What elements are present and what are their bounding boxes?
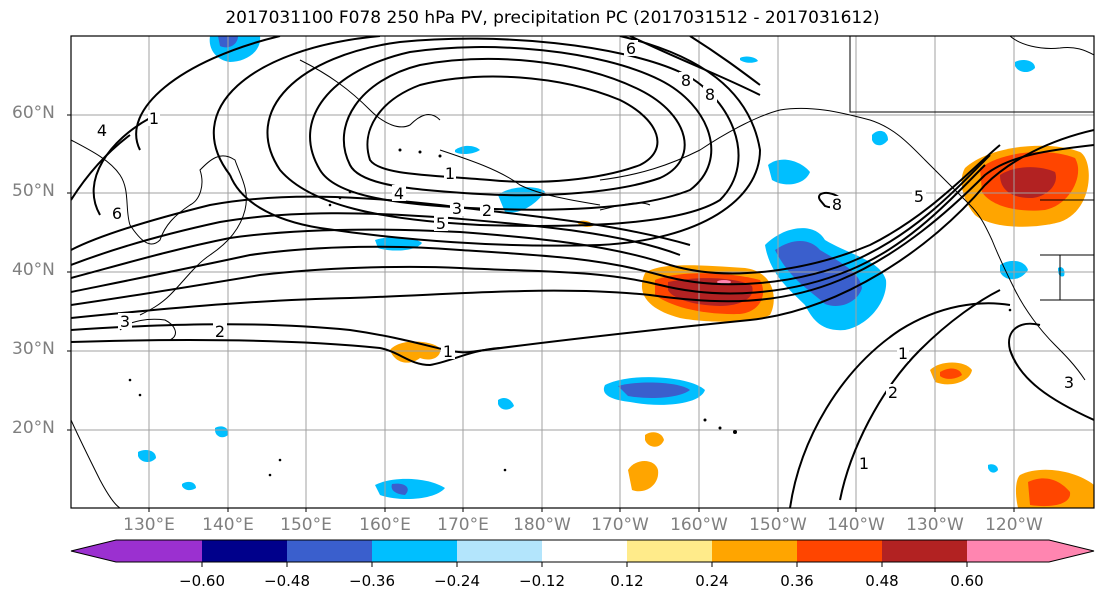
colorbar-seg-4	[457, 540, 542, 562]
lat-label-60n: 60°N	[12, 103, 55, 123]
lon-label-140e: 140°E	[202, 515, 254, 535]
contour-label: 6	[626, 39, 636, 58]
axis-ticks	[67, 114, 1015, 512]
lon-label-130w: 130°W	[906, 515, 964, 535]
lon-label-170w: 170°W	[591, 515, 649, 535]
contour-label: 5	[436, 214, 446, 233]
contour-label: 2	[888, 383, 898, 402]
contour-label: 4	[394, 184, 404, 203]
contour-label: 3	[1064, 373, 1074, 392]
colorbar-seg-8	[797, 540, 882, 562]
contour-label-group: 6 8 8 4 1 6 1 3 2 4 5 3 2 1	[95, 39, 1076, 473]
contour-label: 3	[452, 199, 462, 218]
lon-label-130e: 130°E	[123, 515, 175, 535]
lat-label-40n: 40°N	[12, 260, 55, 280]
colorbar-tick-label: −0.36	[349, 572, 395, 590]
lon-label-180w: 180°W	[513, 515, 571, 535]
contour-label: 1	[859, 454, 869, 473]
contour-label: 8	[681, 71, 691, 90]
contour-label: 6	[112, 204, 122, 223]
colorbar-tick-label: −0.24	[434, 572, 480, 590]
contour-label: 1	[149, 109, 159, 128]
lon-label-120w: 120°W	[985, 515, 1043, 535]
colorbar-seg-10	[967, 540, 1049, 562]
figure-title: 2017031100 F078 250 hPa PV, precipitatio…	[225, 8, 880, 28]
colorbar-tick-label: 0.12	[610, 572, 644, 590]
islands	[128, 148, 1012, 477]
colorbar-tick-label: 0.48	[865, 572, 899, 590]
colorbar-tick-label: 0.24	[695, 572, 729, 590]
colorbar-seg-7	[712, 540, 797, 562]
contour-label: 1	[445, 164, 455, 183]
contour-label: 2	[482, 201, 492, 220]
colorbar-seg-6	[627, 540, 712, 562]
coastlines	[71, 36, 1094, 508]
colorbar-tick-label: −0.60	[179, 572, 225, 590]
contour-label: 3	[120, 312, 130, 331]
colorbar-seg-2	[287, 540, 372, 562]
colorbar-seg-1	[202, 540, 287, 562]
contour-label: 2	[215, 322, 225, 341]
lon-label-160e: 160°E	[359, 515, 411, 535]
colorbar-tick-label: −0.48	[264, 572, 310, 590]
colorbar-tick-label: −0.12	[519, 572, 565, 590]
contour-label: 4	[97, 121, 107, 140]
colorbar-tick-label: 0.36	[780, 572, 814, 590]
lat-label-20n: 20°N	[12, 418, 55, 438]
colorbar-seg-5	[542, 540, 627, 562]
colorbar-seg-3	[372, 540, 457, 562]
colorbar	[70, 539, 1095, 567]
colorbar-seg-9	[882, 540, 967, 562]
colorbar-seg-0	[71, 540, 116, 562]
contour-label: 1	[443, 342, 453, 361]
contour-label: 8	[705, 85, 715, 104]
lon-label-150w: 150°W	[749, 515, 807, 535]
lon-label-170e: 170°E	[437, 515, 489, 535]
lat-label-30n: 30°N	[12, 339, 55, 359]
contour-label: 8	[832, 195, 842, 214]
lon-label-150e: 150°E	[280, 515, 332, 535]
contour-label: 1	[898, 344, 908, 363]
colorbar-seg-10	[1049, 540, 1094, 562]
colorbar-seg-0	[116, 540, 202, 562]
lon-label-160w: 160°W	[670, 515, 728, 535]
lon-label-140w: 140°W	[827, 515, 885, 535]
contour-label: 5	[914, 187, 924, 206]
colorbar-tick-label: 0.60	[950, 572, 984, 590]
pv-contours	[71, 36, 1094, 508]
lat-label-50n: 50°N	[12, 181, 55, 201]
map-plot-area: 6 8 8 4 1 6 1 3 2 4 5 3 2 1	[71, 36, 1094, 508]
